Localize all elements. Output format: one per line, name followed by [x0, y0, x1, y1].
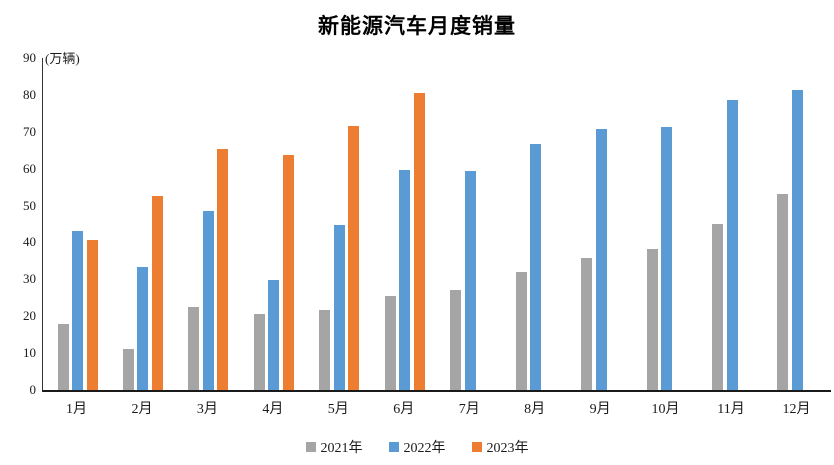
bar-2021年-6月 — [384, 295, 396, 390]
bar-2022年-11月 — [726, 100, 738, 390]
x-axis-label-8月: 8月 — [524, 402, 546, 417]
bar-2021年-7月 — [450, 290, 462, 390]
x-axis-label-4月: 4月 — [262, 402, 284, 417]
plot-area — [42, 58, 831, 392]
bar-2022年-4月 — [268, 279, 280, 390]
bar-2022年-6月 — [399, 170, 411, 390]
bar-2022年-3月 — [202, 211, 214, 390]
y-tick-label: 60 — [23, 160, 36, 176]
chart-title: 新能源汽车月度销量 — [318, 14, 516, 38]
bar-2022年-7月 — [464, 171, 476, 390]
y-tick-label: 80 — [23, 86, 36, 102]
bar-2022年-10月 — [661, 126, 673, 390]
x-axis-label-11月: 11月 — [717, 402, 745, 417]
bar-2021年-8月 — [515, 271, 527, 390]
legend: 2021年 2022年 2023年 — [0, 437, 834, 457]
legend-label: 2021年 — [320, 441, 363, 456]
y-tick-label: 70 — [23, 123, 36, 139]
x-axis-label-1月: 1月 — [66, 402, 87, 417]
bar-2021年-4月 — [253, 314, 265, 390]
bar-2021年-3月 — [188, 306, 200, 390]
bar-2021年-2月 — [122, 349, 134, 390]
bar-2021年-11月 — [712, 224, 723, 390]
x-axis-label-2月: 2月 — [131, 402, 153, 417]
y-tick-label: 10 — [23, 345, 36, 361]
bar-2023年-2月 — [151, 196, 163, 390]
y-tick-label: 20 — [23, 308, 36, 324]
y-tick-label: 30 — [23, 271, 36, 287]
bar-2022年-12月 — [791, 89, 803, 390]
y-tick-label: 0 — [29, 382, 37, 397]
y-tick-label: 90 — [23, 50, 36, 65]
bar-2021年-5月 — [319, 309, 331, 390]
bar-2023年-1月 — [86, 239, 98, 390]
bar-2021年-1月 — [57, 323, 69, 390]
x-axis-label-5月: 5月 — [327, 402, 349, 417]
x-axis-label-7月: 7月 — [458, 402, 480, 417]
legend-item-2022年: 2022年 — [388, 437, 446, 457]
x-axis-label-9月: 9月 — [589, 402, 611, 417]
bar-2022年-9月 — [595, 128, 607, 390]
bar-2021年-9月 — [581, 258, 593, 390]
bar-2021年-10月 — [646, 248, 658, 390]
bar-2023年-3月 — [217, 149, 229, 390]
bar-2023年-5月 — [348, 125, 360, 390]
bar-2023年-4月 — [282, 155, 294, 390]
y-axis-unit-label: (万辆) — [45, 51, 80, 66]
legend-label: 2022年 — [403, 441, 446, 456]
legend-swatch-icon — [305, 442, 316, 452]
legend-item-2023年: 2023年 — [471, 437, 529, 457]
y-tick-label: 50 — [23, 197, 36, 213]
legend-swatch-icon — [471, 442, 482, 452]
x-axis-label-10月: 10月 — [651, 402, 680, 417]
bar-2022年-8月 — [530, 144, 542, 390]
bar-2022年-2月 — [137, 266, 149, 390]
y-tick-label: 40 — [23, 234, 36, 250]
bar-2022年-5月 — [333, 225, 345, 390]
legend-label: 2023年 — [486, 441, 529, 456]
x-axis-label-3月: 3月 — [196, 402, 218, 417]
bar-2023年-6月 — [413, 92, 425, 390]
legend-swatch-icon — [388, 442, 399, 452]
x-axis-label-12月: 12月 — [782, 402, 811, 417]
x-axis-label-6月: 6月 — [393, 402, 415, 417]
bar-2022年-1月 — [72, 231, 83, 390]
legend-item-2021年: 2021年 — [305, 437, 363, 457]
bar-2021年-12月 — [777, 194, 789, 390]
